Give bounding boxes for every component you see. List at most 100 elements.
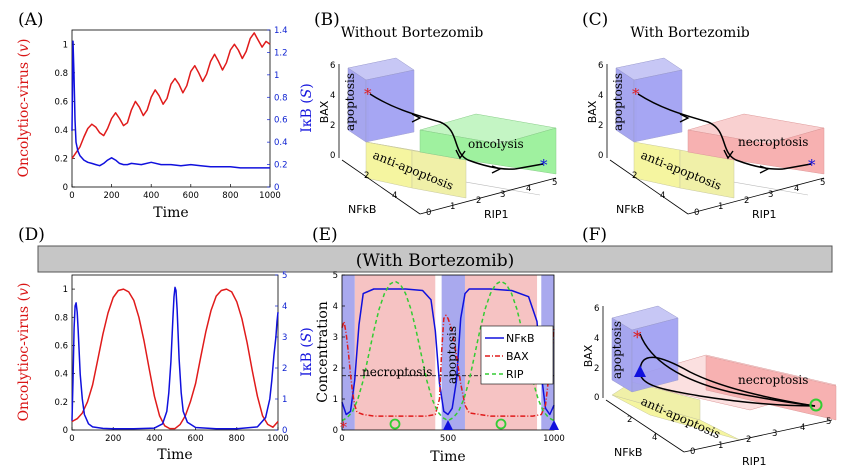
b-tick: 2 <box>330 121 335 131</box>
panel-d-series-S <box>71 286 279 430</box>
f-tick: 0 <box>594 393 599 403</box>
panel-f-green-circle <box>809 398 823 412</box>
panel-c-apoptosis-front <box>633 69 683 143</box>
c-tick: 6 <box>598 61 603 71</box>
panel-d-yltick-label: 0.6 <box>54 341 68 351</box>
panel-e-green-circle <box>389 418 401 430</box>
panel-a-ylabel-left: Oncolytioc-virus (v) <box>16 39 32 178</box>
panel-b-arrow <box>455 149 466 160</box>
panel-label-e: (E) <box>312 225 338 245</box>
panel-f-nfkb-axis <box>605 399 685 453</box>
b-tick: 0 <box>426 208 431 218</box>
panel-e-ytick-label: 1 <box>333 395 338 405</box>
panel-a-chart: Time Oncolytioc-virus (v) IκB (S) 0 200 40… <box>16 26 315 221</box>
b-tick: 2 <box>364 171 369 181</box>
b-tick: 3 <box>500 190 505 200</box>
c-tick: 4 <box>660 191 665 201</box>
panel-a-yltick-label: 0.2 <box>54 154 68 164</box>
panel-label-d: (D) <box>18 225 45 245</box>
panel-f-necro-label: necroptosis <box>738 373 808 387</box>
panel-f-ylabel: NFkB <box>614 446 642 459</box>
panel-b-nfkb-axis <box>341 159 421 215</box>
panel-label-a: (A) <box>18 10 44 30</box>
panel-c-ylabel: NFkB <box>616 203 644 216</box>
panel-label-c: (C) <box>582 10 608 30</box>
panel-c-xlabel: RIP1 <box>752 208 777 221</box>
banner-text: (With Bortezomib) <box>356 251 514 271</box>
f-tick: 2 <box>594 364 599 374</box>
panel-d-axes-box <box>71 274 279 431</box>
c-tick: 2 <box>744 196 749 206</box>
panel-d-yltick-label: 0.2 <box>54 398 68 408</box>
panel-d-yrtick-label: 1 <box>282 395 287 405</box>
panel-a-yltick-label: 0 <box>63 183 68 193</box>
panel-f-xlabel: RIP1 <box>742 455 767 468</box>
panel-f-3d: 6 4 2 0 2 4 0 1 2 3 4 5 BAX NFkB RIP1 ap… <box>582 304 837 468</box>
b-tick: 4 <box>526 184 531 194</box>
panel-e-ytick-label: 3 <box>333 333 338 343</box>
f-tick: 4 <box>594 334 599 344</box>
panel-e-start-star: * <box>340 420 347 436</box>
panel-b-oncolysis-box <box>419 127 557 175</box>
panel-c-arrow <box>723 149 734 160</box>
panel-c-trajectory-tail <box>782 163 812 170</box>
panel-b-start-star: * <box>364 85 372 103</box>
panel-d-ylabel-right: IκB (S) <box>299 327 315 377</box>
panel-e-green-circle <box>495 418 507 430</box>
c-tick: 0 <box>694 208 699 218</box>
c-tick: 5 <box>820 178 825 188</box>
panel-a-xtick-label: 400 <box>143 191 159 201</box>
panel-c-arrow <box>759 165 770 174</box>
panel-e-series-RIP <box>341 280 555 422</box>
panel-b-apoptosis-front <box>365 69 415 143</box>
b-tick: 6 <box>330 61 335 71</box>
panel-a-yltick-label: 0.4 <box>54 126 68 136</box>
c-tick: 3 <box>768 190 773 200</box>
panel-c-nfkb-axis <box>609 159 689 215</box>
panel-d-yrtick-label: 0 <box>282 426 287 436</box>
panel-b-oncolysis-label: oncolysis <box>468 137 524 151</box>
panel-a-series-v <box>71 32 271 159</box>
panel-f-orbit-bottom <box>639 371 816 407</box>
panel-f-rip-axis <box>683 419 833 453</box>
panel-c-start-star: * <box>632 85 640 103</box>
panel-e-legend: NFκB BAX RIP <box>480 325 554 385</box>
b-tick: 0 <box>330 151 335 161</box>
panel-a-xtick-label: 200 <box>103 191 119 201</box>
panel-e-xtick-label: 1000 <box>543 434 565 444</box>
panel-b-zlabel: BAX <box>318 100 331 123</box>
f-tick: 1 <box>718 441 723 451</box>
legend-label-bax: BAX <box>506 350 529 363</box>
panel-a-yrtick-label: 0.6 <box>274 116 288 126</box>
panel-a-yrtick-label: 0.2 <box>274 161 288 171</box>
panel-c-3d: With Bortezomib 6 4 2 0 2 4 0 1 2 3 4 5 … <box>586 25 825 221</box>
panel-e-xtick-label: 500 <box>440 434 456 444</box>
panel-b-trajectory <box>369 93 516 170</box>
panel-d-chart: Time Oncolytioc-virus (v) IκB (S) 0 200 40… <box>16 271 315 463</box>
b-tick: 4 <box>392 191 397 201</box>
panel-f-start-star: * <box>633 328 642 348</box>
panel-a-ylabel-right: IκB (S) <box>299 83 315 133</box>
panel-label-f: (F) <box>582 225 607 245</box>
panel-b-title: Without Bortezomib <box>341 25 484 41</box>
c-tick: 1 <box>718 202 723 212</box>
panel-d-yltick-label: 1 <box>63 285 68 295</box>
f-tick: 2 <box>627 415 632 425</box>
c-tick: 0 <box>598 151 603 161</box>
panel-label-b: (B) <box>314 10 340 30</box>
panel-a-yrtick-label: 0.8 <box>274 93 288 103</box>
panel-d-yrtick-label: 5 <box>282 271 287 281</box>
panel-c-necro-box <box>687 127 825 175</box>
c-tick: 4 <box>794 184 799 194</box>
panel-a-xlabel: Time <box>153 205 188 221</box>
f-tick: 4 <box>800 423 805 433</box>
panel-a-yrtick-label: 0.4 <box>274 138 288 148</box>
panel-d-yltick-label: 0 <box>63 426 68 436</box>
panel-b-arrow <box>491 165 502 174</box>
panel-f-zlabel: BAX <box>582 344 595 367</box>
f-tick: 0 <box>690 447 695 457</box>
panel-b-xlabel: RIP1 <box>484 208 509 221</box>
panel-c-necro-label: necroptosis <box>738 135 808 149</box>
c-tick: 4 <box>598 91 603 101</box>
